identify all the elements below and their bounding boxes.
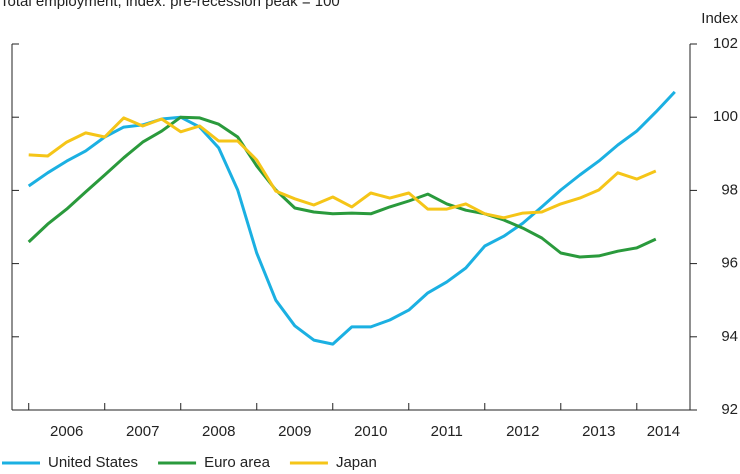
series-line	[28, 116, 657, 220]
legend-label: Japan	[336, 454, 377, 471]
x-tick-label: 2011	[431, 423, 463, 440]
y-tick-label: 94	[721, 328, 738, 345]
chart-title: Total employment, index: pre-recession p…	[0, 0, 340, 10]
y-tick-label: 100	[713, 108, 738, 125]
y-tick-label: 96	[721, 255, 738, 272]
legend-label: United States	[48, 454, 138, 471]
y-axis-label: Index	[701, 10, 738, 27]
x-tick-label: 2009	[278, 423, 311, 440]
y-tick-label: 98	[721, 181, 738, 198]
y-tick-label: 102	[713, 35, 738, 52]
x-tick-label: 2014	[647, 423, 680, 440]
x-tick-label: 2010	[354, 423, 387, 440]
x-tick-label: 2006	[50, 423, 83, 440]
series-line	[27, 115, 657, 259]
x-tick-label: 2013	[582, 423, 615, 440]
y-tick-label: 92	[721, 401, 738, 418]
legend-label: Euro area	[204, 454, 271, 471]
series-line	[27, 90, 676, 346]
x-tick-label: 2008	[202, 423, 235, 440]
x-tick-label: 2012	[506, 423, 539, 440]
x-tick-label: 2007	[126, 423, 159, 440]
